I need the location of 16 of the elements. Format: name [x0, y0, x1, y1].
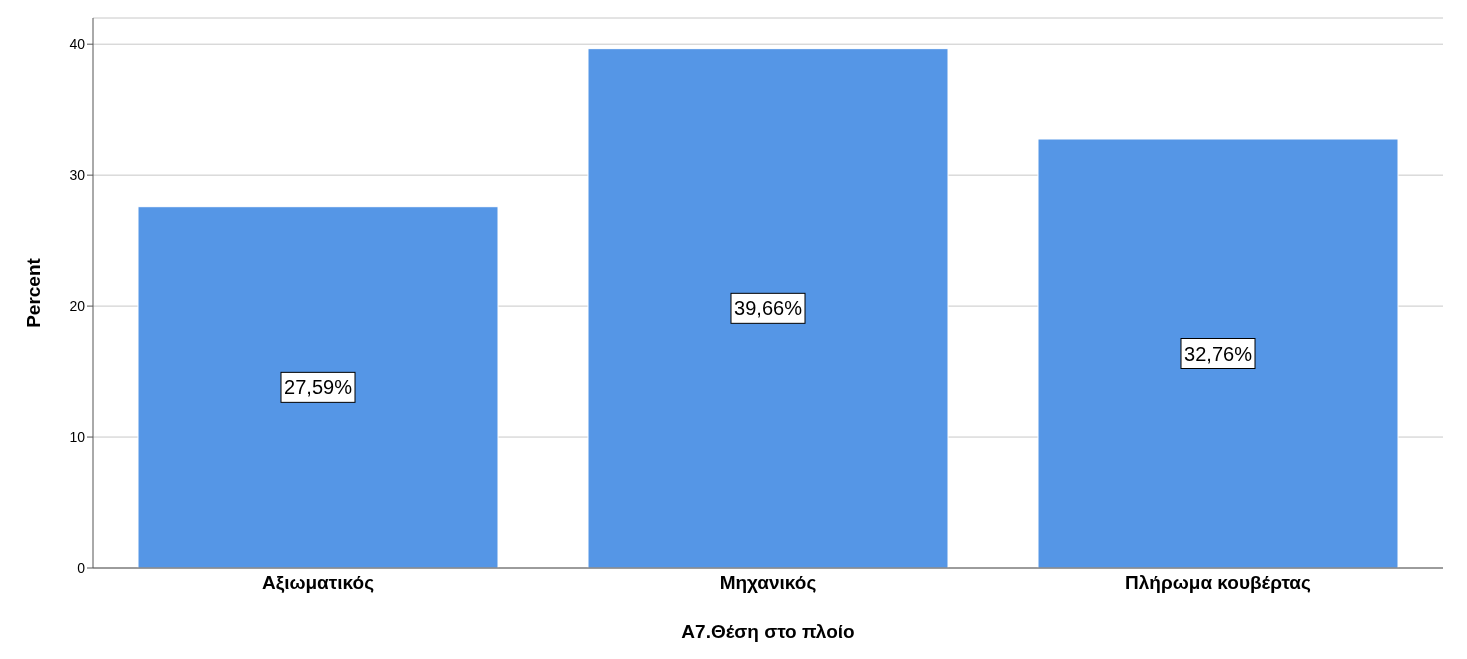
y-tick-label: 10: [69, 429, 86, 446]
bar: [137, 206, 499, 568]
bar: [1037, 138, 1399, 568]
y-tick-label: 30: [69, 167, 86, 184]
x-tick-label: Αξιωματικός: [261, 572, 375, 595]
y-tick-label: 20: [69, 298, 86, 315]
x-axis-title: A7.Θέση στο πλοίο: [681, 621, 855, 642]
data-label: 39,66%: [734, 297, 803, 320]
y-tick-label: 0: [77, 559, 86, 576]
y-tick-label: 40: [69, 36, 86, 53]
x-tick-label: Μηχανικός: [719, 572, 817, 594]
x-tick-label: Πλήρωμα κουβέρτας: [1125, 572, 1312, 594]
bar: [587, 48, 949, 568]
y-axis-title: Percent: [22, 257, 44, 328]
data-label: 32,76%: [1184, 342, 1253, 365]
data-label: 27,59%: [284, 376, 353, 399]
